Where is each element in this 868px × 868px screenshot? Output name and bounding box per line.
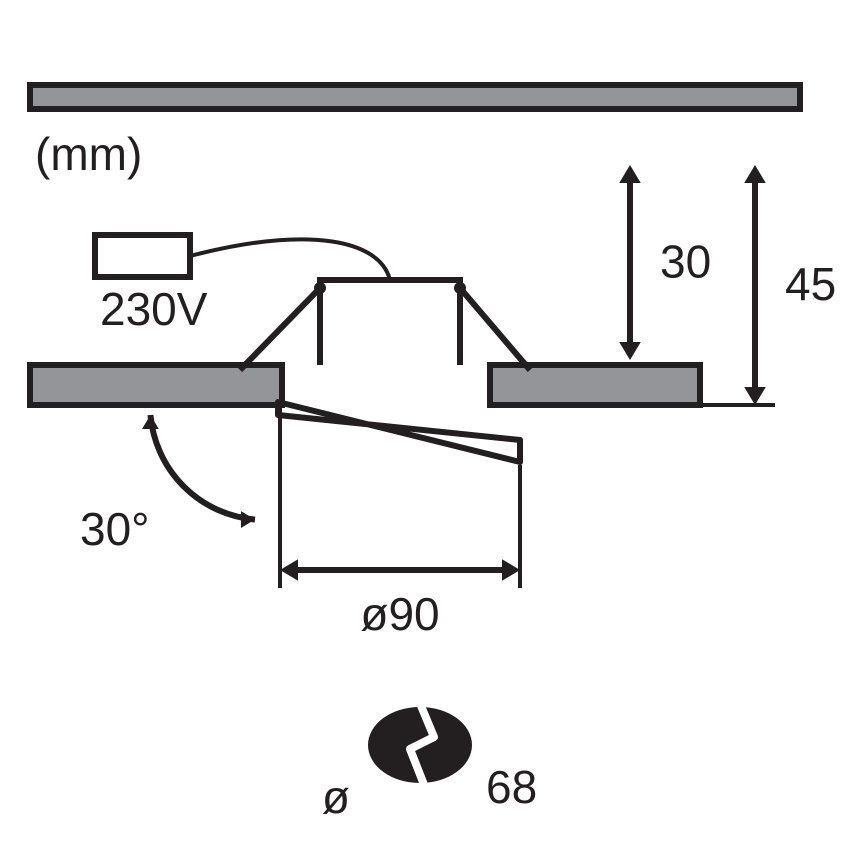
saw-tip-icon <box>422 789 444 811</box>
dim-90-label: ø90 <box>360 588 439 640</box>
dia-symbol-68: ø <box>322 771 350 823</box>
arrowhead <box>744 165 766 183</box>
dim-45-label: 45 <box>785 258 836 310</box>
ceiling-panel-right <box>490 365 700 405</box>
angle-label: 30° <box>80 503 150 555</box>
tilt-arc <box>150 415 255 520</box>
ceiling-bar <box>30 85 800 109</box>
arrowhead <box>142 415 159 429</box>
arrowhead <box>280 559 298 581</box>
power-wire <box>190 239 390 280</box>
ceiling-panel-left <box>30 365 282 405</box>
spring-clip-left <box>240 288 320 370</box>
arrowhead <box>619 165 641 183</box>
arrowhead <box>502 559 520 581</box>
arrowhead <box>744 387 766 405</box>
hinge-right <box>454 282 466 294</box>
dim-30-label: 30 <box>660 236 711 288</box>
hinge-left <box>314 282 326 294</box>
tilt-plate <box>278 402 520 462</box>
spring-clip-right <box>460 288 530 370</box>
voltage-label: 230V <box>100 283 208 335</box>
dimension-diagram: (mm) 230V 30 45 30° ø90 ø 68 <box>0 0 868 868</box>
dim-68-label: 68 <box>486 761 537 813</box>
arrowhead <box>619 342 641 360</box>
unit-label: (mm) <box>35 128 142 180</box>
arrowhead <box>241 511 255 528</box>
transformer-box <box>95 235 190 277</box>
fixture-body <box>320 280 460 365</box>
